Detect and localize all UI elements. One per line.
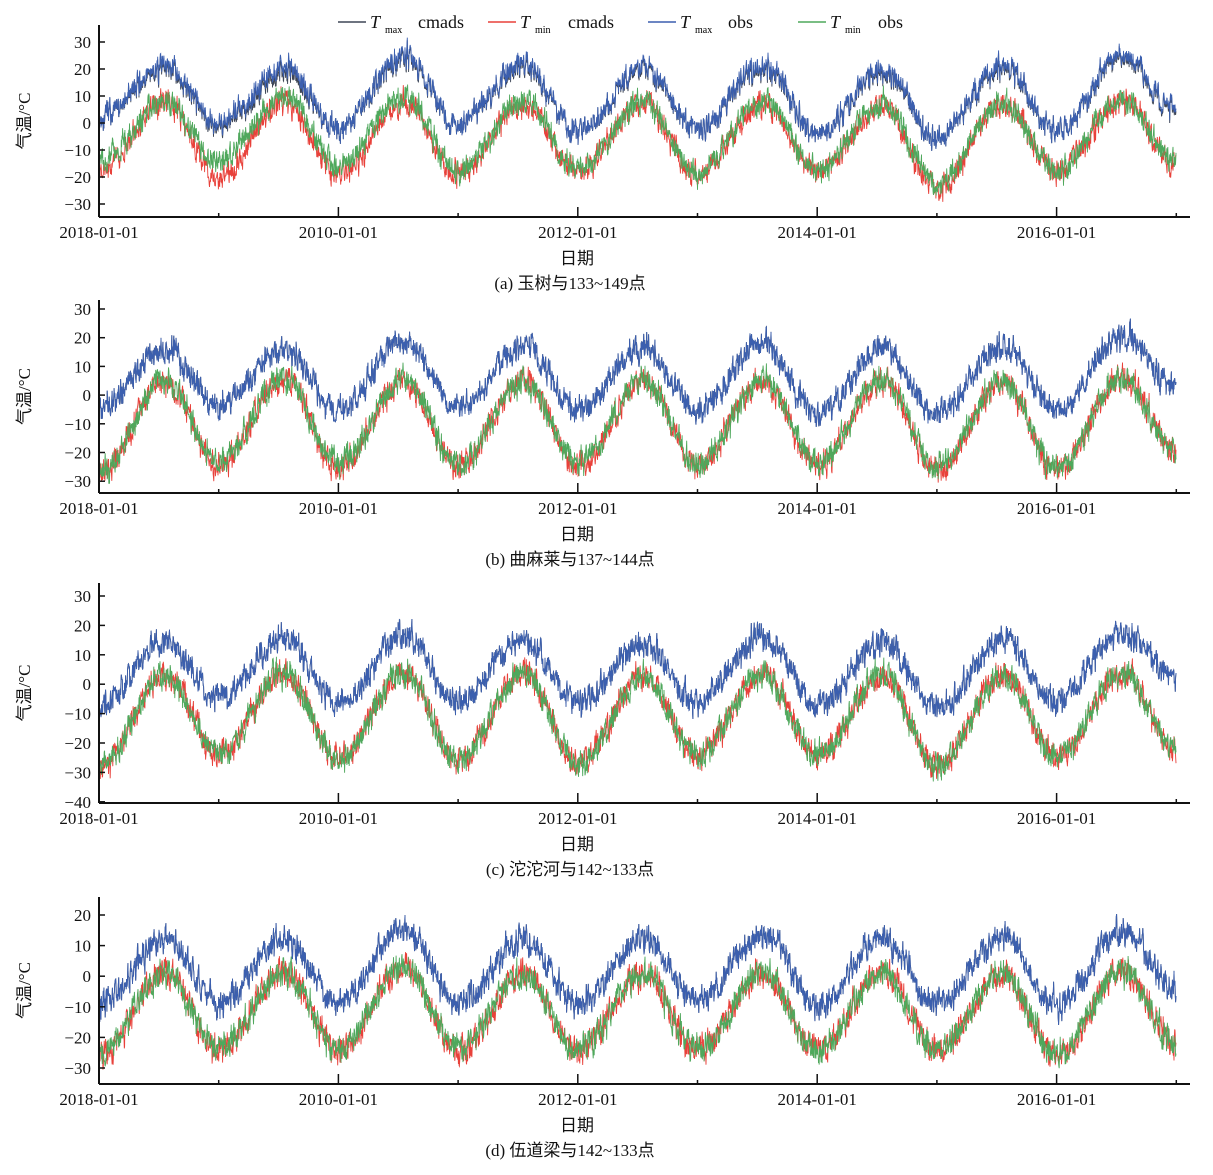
- y-axis-label: 气温/°C: [15, 665, 34, 722]
- x-tick-label: 2014-01-01: [778, 223, 857, 242]
- x-tick-label: 2018-01-01: [59, 809, 138, 828]
- x-tick-label: 2010-01-01: [299, 809, 378, 828]
- x-tick-label: 2018-01-01: [59, 223, 138, 242]
- y-tick-label: −20: [64, 734, 91, 753]
- x-tick-label: 2016-01-01: [1017, 499, 1096, 518]
- series-line-tmin-obs: [98, 362, 1177, 484]
- y-tick-label: 30: [74, 300, 91, 319]
- x-tick-label: 2012-01-01: [538, 809, 617, 828]
- legend-suffix: obs: [728, 12, 753, 32]
- series-line-tmin-obs: [98, 84, 1177, 196]
- y-tick-label: 30: [74, 587, 91, 606]
- y-tick-label: 0: [83, 967, 92, 986]
- series-line-tmin-cmads: [98, 85, 1177, 202]
- legend-subscript: min: [535, 25, 551, 36]
- y-tick-label: 20: [74, 60, 91, 79]
- y-tick-label: 30: [74, 33, 91, 52]
- legend-suffix: obs: [878, 12, 903, 32]
- y-tick-label: −10: [64, 415, 91, 434]
- y-axis-label: 气温/°C: [15, 962, 34, 1019]
- legend-label: T: [830, 12, 842, 32]
- series-line-tmin-obs: [98, 954, 1177, 1069]
- y-axis-label: 气温/°C: [15, 368, 34, 425]
- x-tick-label: 2014-01-01: [778, 1090, 857, 1109]
- series-line-tmin-cmads: [98, 362, 1177, 483]
- series-line-tmax-obs: [98, 318, 1177, 427]
- x-tick-label: 2018-01-01: [59, 1090, 138, 1109]
- legend-subscript: max: [695, 25, 712, 36]
- y-tick-label: −20: [64, 1028, 91, 1047]
- y-tick-label: 20: [74, 906, 91, 925]
- legend-subscript: min: [845, 25, 861, 36]
- x-tick-label: 2012-01-01: [538, 1090, 617, 1109]
- legend-label: T: [680, 12, 692, 32]
- y-tick-label: 20: [74, 616, 91, 635]
- y-tick-label: 10: [74, 646, 91, 665]
- x-tick-label: 2012-01-01: [538, 223, 617, 242]
- y-axis-label: 气温/°C: [15, 93, 34, 150]
- x-tick-label: 2014-01-01: [778, 809, 857, 828]
- y-tick-label: 10: [74, 87, 91, 106]
- x-axis-label: 日期: [560, 249, 594, 268]
- chart-panel: 20 10 0 −10 −20 −30 2018-01-01 2010-01-01 2012-0…: [15, 897, 1190, 1160]
- x-axis-label: 日期: [560, 525, 594, 544]
- x-tick-label: 2010-01-01: [299, 499, 378, 518]
- panel-caption: (d) 伍道梁与142~133点: [485, 1141, 654, 1160]
- series-line-tmax-obs: [98, 913, 1177, 1026]
- x-tick-label: 2016-01-01: [1017, 1090, 1096, 1109]
- x-tick-label: 2010-01-01: [299, 1090, 378, 1109]
- y-tick-label: 20: [74, 329, 91, 348]
- panel-caption: (b) 曲麻莱与137~144点: [485, 550, 654, 569]
- chart-panel: 30 20 10 0 −10 −20 −30 2018-01-01 2010-01-01 2012…: [15, 25, 1190, 293]
- y-tick-label: 10: [74, 937, 91, 956]
- y-tick-label: −40: [64, 793, 91, 812]
- y-tick-label: −30: [64, 763, 91, 782]
- y-tick-label: 0: [83, 386, 92, 405]
- y-tick-label: −30: [64, 472, 91, 491]
- legend-subscript: max: [385, 25, 402, 36]
- y-tick-label: −30: [64, 195, 91, 214]
- x-tick-label: 2010-01-01: [299, 223, 378, 242]
- y-tick-label: −10: [64, 705, 91, 724]
- chart-panel: 30 20 10 0 −10 −20 −30 2018-01-01 2010-01-01 2012…: [15, 300, 1190, 569]
- legend-suffix: cmads: [418, 12, 464, 32]
- x-tick-label: 2012-01-01: [538, 499, 617, 518]
- panel-caption: (c) 沱沱河与142~133点: [486, 860, 654, 879]
- series-line-tmin-obs: [98, 656, 1177, 782]
- legend-label: T: [370, 12, 382, 32]
- series-line-tmax-obs: [98, 618, 1177, 720]
- y-tick-label: −10: [64, 998, 91, 1017]
- y-tick-label: 10: [74, 357, 91, 376]
- y-tick-label: −20: [64, 168, 91, 187]
- x-tick-label: 2018-01-01: [59, 499, 138, 518]
- y-tick-label: −30: [64, 1059, 91, 1078]
- legend-suffix: cmads: [568, 12, 614, 32]
- series-line-tmin-cmads: [98, 657, 1177, 779]
- y-tick-label: −10: [64, 141, 91, 160]
- y-tick-label: 0: [83, 114, 92, 133]
- x-tick-label: 2016-01-01: [1017, 809, 1096, 828]
- x-axis-label: 日期: [560, 1116, 594, 1135]
- legend-label: T: [520, 12, 532, 32]
- x-tick-label: 2016-01-01: [1017, 223, 1096, 242]
- y-tick-label: 0: [83, 675, 92, 694]
- x-axis-label: 日期: [560, 835, 594, 854]
- y-tick-label: −20: [64, 444, 91, 463]
- series-line-tmax-obs: [98, 37, 1177, 151]
- panel-caption: (a) 玉树与133~149点: [494, 274, 645, 293]
- series-line-tmin-cmads: [98, 952, 1177, 1070]
- x-tick-label: 2014-01-01: [778, 499, 857, 518]
